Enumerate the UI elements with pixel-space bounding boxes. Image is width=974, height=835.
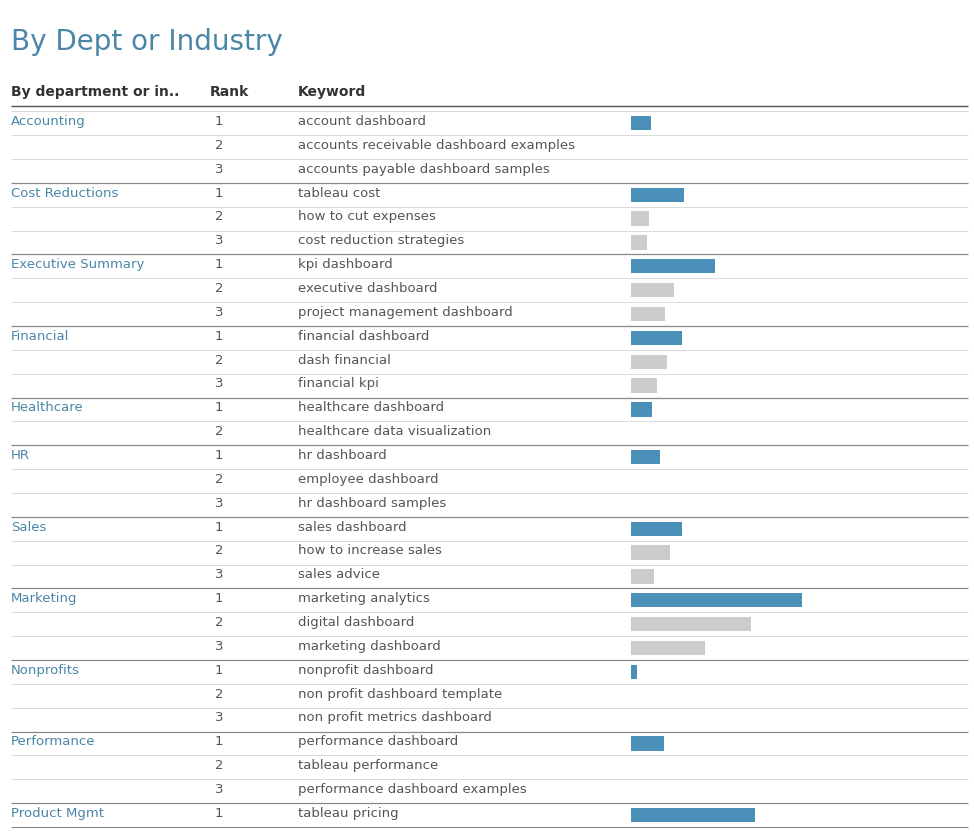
Bar <box>631 211 649 225</box>
Text: 2: 2 <box>215 687 224 701</box>
Text: 2: 2 <box>215 210 224 224</box>
Text: accounts receivable dashboard examples: accounts receivable dashboard examples <box>298 139 575 152</box>
Text: non profit metrics dashboard: non profit metrics dashboard <box>298 711 492 725</box>
Text: 1: 1 <box>215 520 224 534</box>
Text: sales advice: sales advice <box>298 569 380 581</box>
Text: Healthcare: Healthcare <box>11 402 84 414</box>
Text: 2: 2 <box>215 353 224 367</box>
Text: 1: 1 <box>215 664 224 676</box>
Text: sales dashboard: sales dashboard <box>298 520 406 534</box>
Text: Rank: Rank <box>210 84 249 99</box>
Text: healthcare dashboard: healthcare dashboard <box>298 402 444 414</box>
Text: executive dashboard: executive dashboard <box>298 282 437 295</box>
Text: 2: 2 <box>215 139 224 152</box>
Text: marketing analytics: marketing analytics <box>298 592 430 605</box>
Text: Product Mgmt: Product Mgmt <box>11 807 104 820</box>
Text: 3: 3 <box>215 377 224 391</box>
Bar <box>631 617 751 631</box>
Text: 1: 1 <box>215 592 224 605</box>
Text: non profit dashboard template: non profit dashboard template <box>298 687 502 701</box>
Bar <box>631 569 654 584</box>
Text: Accounting: Accounting <box>11 115 86 128</box>
Bar <box>631 378 657 392</box>
Text: Financial: Financial <box>11 330 69 342</box>
Text: 3: 3 <box>215 640 224 653</box>
Bar <box>631 736 663 751</box>
Bar <box>631 331 682 345</box>
Text: 2: 2 <box>215 282 224 295</box>
Bar <box>631 402 653 417</box>
Bar <box>631 450 660 464</box>
Bar <box>631 665 637 679</box>
Text: hr dashboard: hr dashboard <box>298 449 387 462</box>
Text: 3: 3 <box>215 783 224 796</box>
Text: Executive Summary: Executive Summary <box>11 258 144 271</box>
Text: account dashboard: account dashboard <box>298 115 426 128</box>
Text: Sales: Sales <box>11 520 47 534</box>
Text: 1: 1 <box>215 736 224 748</box>
Bar <box>631 259 715 274</box>
Text: 3: 3 <box>215 569 224 581</box>
Text: 1: 1 <box>215 258 224 271</box>
Text: performance dashboard examples: performance dashboard examples <box>298 783 526 796</box>
Text: tableau performance: tableau performance <box>298 759 438 772</box>
Text: tableau pricing: tableau pricing <box>298 807 398 820</box>
Bar <box>631 545 670 559</box>
Text: hr dashboard samples: hr dashboard samples <box>298 497 446 509</box>
Text: financial kpi: financial kpi <box>298 377 379 391</box>
Text: By department or in..: By department or in.. <box>11 84 179 99</box>
Text: performance dashboard: performance dashboard <box>298 736 458 748</box>
Text: 3: 3 <box>215 306 224 319</box>
Bar <box>631 307 665 321</box>
Text: 2: 2 <box>215 473 224 486</box>
Text: 3: 3 <box>215 711 224 725</box>
Bar <box>631 808 755 822</box>
Bar <box>631 283 674 297</box>
Text: how to cut expenses: how to cut expenses <box>298 210 435 224</box>
Text: digital dashboard: digital dashboard <box>298 616 414 629</box>
Text: 1: 1 <box>215 186 224 200</box>
Text: 3: 3 <box>215 163 224 175</box>
Text: employee dashboard: employee dashboard <box>298 473 438 486</box>
Bar <box>631 522 682 536</box>
Bar <box>631 355 667 369</box>
Text: financial dashboard: financial dashboard <box>298 330 429 342</box>
Text: marketing dashboard: marketing dashboard <box>298 640 440 653</box>
Text: Performance: Performance <box>11 736 95 748</box>
Text: 3: 3 <box>215 497 224 509</box>
Text: how to increase sales: how to increase sales <box>298 544 441 558</box>
Text: 1: 1 <box>215 330 224 342</box>
Text: Keyword: Keyword <box>298 84 366 99</box>
Text: Nonprofits: Nonprofits <box>11 664 80 676</box>
Bar <box>631 641 705 655</box>
Text: dash financial: dash financial <box>298 353 391 367</box>
Text: 2: 2 <box>215 616 224 629</box>
Bar <box>631 188 684 202</box>
Text: kpi dashboard: kpi dashboard <box>298 258 393 271</box>
Bar <box>631 116 651 130</box>
Text: HR: HR <box>11 449 30 462</box>
Text: project management dashboard: project management dashboard <box>298 306 512 319</box>
Text: accounts payable dashboard samples: accounts payable dashboard samples <box>298 163 549 175</box>
Text: 1: 1 <box>215 402 224 414</box>
Bar <box>631 235 648 250</box>
Text: 1: 1 <box>215 115 224 128</box>
Text: 1: 1 <box>215 807 224 820</box>
Text: Cost Reductions: Cost Reductions <box>11 186 119 200</box>
Text: 1: 1 <box>215 449 224 462</box>
Text: 2: 2 <box>215 544 224 558</box>
Text: Marketing: Marketing <box>11 592 78 605</box>
Text: 3: 3 <box>215 235 224 247</box>
Text: 2: 2 <box>215 759 224 772</box>
Text: cost reduction strategies: cost reduction strategies <box>298 235 464 247</box>
Text: nonprofit dashboard: nonprofit dashboard <box>298 664 433 676</box>
Bar <box>631 593 803 608</box>
Text: healthcare data visualization: healthcare data visualization <box>298 425 491 438</box>
Text: tableau cost: tableau cost <box>298 186 380 200</box>
Text: 2: 2 <box>215 425 224 438</box>
Text: By Dept or Industry: By Dept or Industry <box>11 28 282 56</box>
